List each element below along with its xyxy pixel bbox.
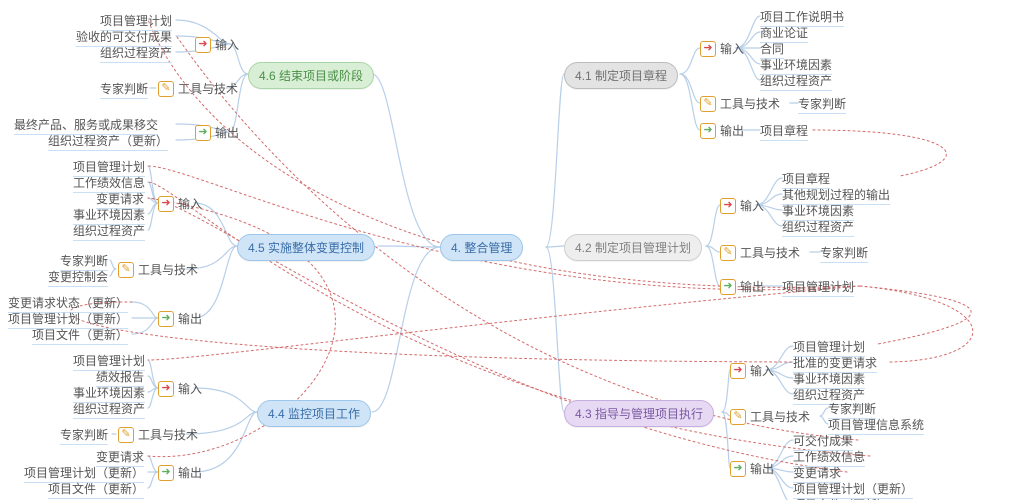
n45-output-node[interactable]: ➜输出: [158, 310, 202, 327]
n41-output-node[interactable]: ➜输出: [700, 122, 744, 139]
tools-icon: ✎: [700, 96, 716, 112]
branch-node-n46[interactable]: 4.6 结束项目或阶段: [248, 62, 374, 89]
n46-output-node[interactable]: ➜输出: [195, 124, 239, 141]
n46-tools-label: 工具与技术: [178, 80, 238, 97]
tools-icon: ✎: [720, 245, 736, 261]
branch-node-n42[interactable]: 4.2 制定项目管理计划: [564, 234, 702, 261]
n42-output-node[interactable]: ➜输出: [720, 278, 764, 295]
tools-icon: ✎: [118, 427, 134, 443]
n45-input-label: 输入: [178, 195, 202, 212]
branch-node-n45[interactable]: 4.5 实施整体变更控制: [237, 234, 375, 261]
n46-output-leaf-1[interactable]: 组织过程资产（更新）: [48, 132, 168, 151]
n41-input-leaf-4[interactable]: 组织过程资产: [760, 72, 832, 91]
output-icon: ➜: [720, 279, 736, 295]
n41-input-label: 输入: [720, 40, 744, 57]
n45-output-leaf-2[interactable]: 项目文件（更新）: [32, 326, 128, 345]
n44-tools-label: 工具与技术: [138, 426, 198, 443]
n41-tools-leaf-0[interactable]: 专家判断: [798, 95, 846, 114]
input-icon: ➜: [158, 381, 174, 397]
n42-output-label: 输出: [740, 278, 764, 295]
output-icon: ➜: [730, 461, 746, 477]
tools-icon: ✎: [158, 81, 174, 97]
n42-input-leaf-3[interactable]: 组织过程资产: [782, 218, 854, 237]
n44-tools-node[interactable]: ✎工具与技术: [118, 426, 198, 443]
output-icon: ➜: [700, 123, 716, 139]
output-icon: ➜: [158, 465, 174, 481]
n46-input-leaf-2[interactable]: 组织过程资产: [100, 44, 172, 63]
branch-node-n41[interactable]: 4.1 制定项目章程: [564, 62, 678, 89]
n42-tools-label: 工具与技术: [740, 244, 800, 261]
n42-input-label: 输入: [740, 197, 764, 214]
n43-input-node[interactable]: ➜输入: [730, 362, 774, 379]
tools-icon: ✎: [118, 262, 134, 278]
n43-output-label: 输出: [750, 460, 774, 477]
output-icon: ➜: [158, 311, 174, 327]
n43-tools-label: 工具与技术: [750, 408, 810, 425]
n44-input-node[interactable]: ➜输入: [158, 380, 202, 397]
input-icon: ➜: [195, 37, 211, 53]
n45-output-label: 输出: [178, 310, 202, 327]
n42-output-leaf-0[interactable]: 项目管理计划: [782, 278, 854, 297]
n41-tools-label: 工具与技术: [720, 95, 780, 112]
n46-tools-node[interactable]: ✎工具与技术: [158, 80, 238, 97]
n44-output-leaf-2[interactable]: 项目文件（更新）: [48, 480, 144, 499]
n43-output-node[interactable]: ➜输出: [730, 460, 774, 477]
n42-tools-leaf-0[interactable]: 专家判断: [820, 244, 868, 263]
branch-node-n44[interactable]: 4.4 监控项目工作: [257, 400, 371, 427]
n44-input-label: 输入: [178, 380, 202, 397]
n42-tools-node[interactable]: ✎工具与技术: [720, 244, 800, 261]
output-icon: ➜: [195, 125, 211, 141]
n44-input-leaf-3[interactable]: 组织过程资产: [73, 400, 145, 419]
input-icon: ➜: [730, 363, 746, 379]
input-icon: ➜: [720, 198, 736, 214]
n46-input-label: 输入: [215, 36, 239, 53]
n45-tools-label: 工具与技术: [138, 261, 198, 278]
n45-tools-node[interactable]: ✎工具与技术: [118, 261, 198, 278]
branch-node-n43[interactable]: 4.3 指导与管理项目执行: [564, 400, 714, 427]
n41-tools-node[interactable]: ✎工具与技术: [700, 95, 780, 112]
n45-input-node[interactable]: ➜输入: [158, 195, 202, 212]
n42-input-node[interactable]: ➜输入: [720, 197, 764, 214]
n46-tools-leaf-0[interactable]: 专家判断: [100, 80, 148, 99]
n46-output-label: 输出: [215, 124, 239, 141]
n41-output-label: 输出: [720, 122, 744, 139]
n45-input-leaf-4[interactable]: 组织过程资产: [73, 222, 145, 241]
input-icon: ➜: [158, 196, 174, 212]
n43-output-leaf-4[interactable]: 项目文件（更新）: [793, 496, 889, 500]
n44-output-label: 输出: [178, 464, 202, 481]
n45-tools-leaf-1[interactable]: 变更控制会: [48, 268, 108, 287]
n44-output-node[interactable]: ➜输出: [158, 464, 202, 481]
n41-input-node[interactable]: ➜输入: [700, 40, 744, 57]
n43-input-label: 输入: [750, 362, 774, 379]
n44-tools-leaf-0[interactable]: 专家判断: [60, 426, 108, 445]
n41-output-leaf-0[interactable]: 项目章程: [760, 122, 808, 141]
n46-input-node[interactable]: ➜输入: [195, 36, 239, 53]
input-icon: ➜: [700, 41, 716, 57]
tools-icon: ✎: [730, 409, 746, 425]
root-node[interactable]: 4. 整合管理: [440, 234, 523, 261]
mindmap-canvas: 4. 整合管理 4.6 结束项目或阶段 4.5 实施整体变更控制 4.4 监控项目工…: [0, 0, 1011, 500]
n43-tools-node[interactable]: ✎工具与技术: [730, 408, 810, 425]
